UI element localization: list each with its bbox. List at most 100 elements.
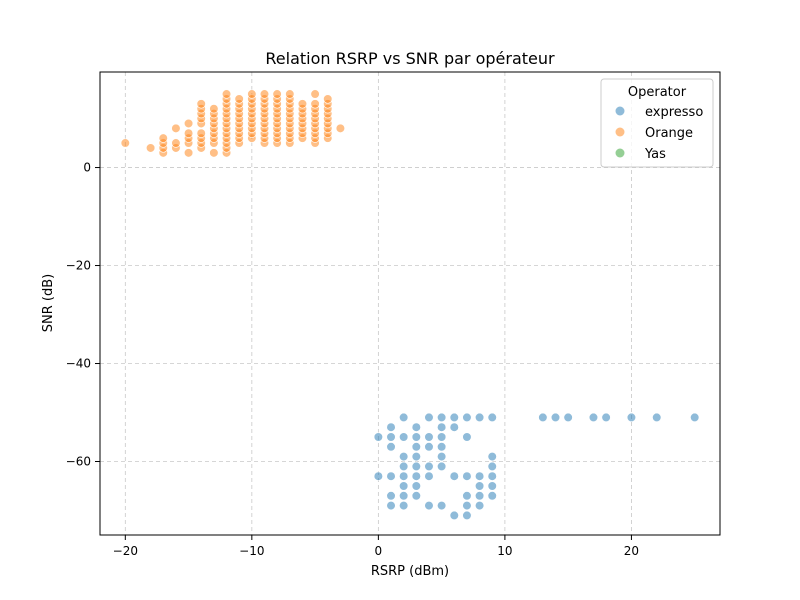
x-tick-label: −10 [239,544,264,558]
legend-marker-yas [615,148,625,158]
data-point-orange [310,89,320,99]
data-points [120,89,700,521]
data-point-expresso [399,491,409,501]
data-point-orange [335,123,346,133]
data-point-expresso [487,452,497,462]
data-point-expresso [487,471,497,481]
legend-marker-orange [615,127,625,137]
data-point-expresso [424,471,434,481]
x-tick-label: 10 [497,544,512,558]
data-point-orange [285,89,295,99]
x-tick-label: 0 [375,544,383,558]
data-point-expresso [487,491,497,501]
data-point-expresso [386,501,396,511]
data-point-orange [120,138,130,148]
data-point-expresso [411,432,421,442]
data-point-expresso [601,412,611,423]
data-point-expresso [538,412,548,423]
legend-label-expresso: expresso [645,105,703,120]
data-point-expresso [437,412,447,423]
data-point-expresso [386,442,396,452]
data-point-expresso [474,481,485,491]
data-point-expresso [399,461,409,472]
data-point-expresso [386,422,396,432]
data-point-orange [183,148,194,158]
legend-label-yas: Yas [644,147,666,162]
y-tick-label: −20 [66,259,91,273]
y-tick-label: 0 [83,161,91,175]
data-point-expresso [449,471,459,481]
data-point-expresso [462,471,472,481]
data-point-orange [171,138,181,148]
data-point-expresso [449,510,459,521]
data-point-orange [234,94,244,104]
data-point-expresso [462,491,472,501]
data-point-expresso [424,501,434,511]
data-point-orange [297,99,308,109]
data-point-expresso [437,432,447,442]
data-point-expresso [437,452,447,462]
data-point-expresso [487,461,497,472]
data-point-orange [323,94,333,104]
data-point-orange [158,133,168,143]
legend-box [600,78,714,168]
data-point-expresso [399,452,409,462]
data-point-orange [146,143,156,153]
data-point-expresso [462,501,472,511]
data-point-expresso [449,422,459,432]
data-point-expresso [386,491,396,501]
data-point-expresso [411,442,421,452]
data-point-orange [221,89,232,99]
data-point-expresso [474,412,485,423]
legend-title: Operator [628,85,687,100]
data-point-orange [171,123,181,133]
data-point-expresso [462,510,472,521]
data-point-orange [272,89,282,99]
data-point-orange [247,89,257,99]
data-point-expresso [411,481,421,491]
data-point-expresso [588,412,599,423]
data-point-orange [209,148,219,158]
axis-ticks: −20 −10 0 10 20 0 −20 −40 −60 [66,161,639,558]
data-point-expresso [411,422,421,432]
data-point-expresso [487,412,497,423]
data-point-expresso [437,422,447,432]
x-axis-label: RSRP (dBm) [371,564,449,579]
data-point-expresso [474,501,485,511]
data-point-expresso [424,442,434,452]
data-point-expresso [399,432,409,442]
data-point-expresso [373,432,383,442]
data-point-expresso [462,412,472,423]
data-point-expresso [487,481,497,491]
data-point-orange [259,89,270,99]
data-point-expresso [411,461,421,472]
data-point-orange [183,128,194,138]
y-tick-label: −60 [66,455,91,469]
legend: Operator expresso Orange Yas [600,78,714,168]
data-point-orange [310,99,320,109]
data-point-expresso [449,412,459,423]
data-point-expresso [386,432,396,442]
data-point-expresso [563,412,573,423]
data-point-expresso [424,412,434,423]
data-point-expresso [424,432,434,442]
data-point-expresso [437,461,447,472]
data-point-expresso [626,412,637,423]
y-tick-label: −40 [66,357,91,371]
data-point-expresso [690,412,700,423]
legend-label-orange: Orange [645,126,693,141]
data-point-orange [183,118,194,129]
data-point-expresso [399,471,409,481]
data-point-expresso [462,432,472,442]
data-point-orange [196,99,206,109]
data-point-expresso [474,471,485,481]
x-tick-label: −20 [113,544,138,558]
data-point-expresso [474,491,485,501]
data-point-orange [196,128,206,138]
data-point-expresso [399,481,409,491]
chart-title: Relation RSRP vs SNR par opérateur [265,49,555,68]
data-point-expresso [411,471,421,481]
data-point-expresso [550,412,561,423]
data-point-expresso [437,501,447,511]
